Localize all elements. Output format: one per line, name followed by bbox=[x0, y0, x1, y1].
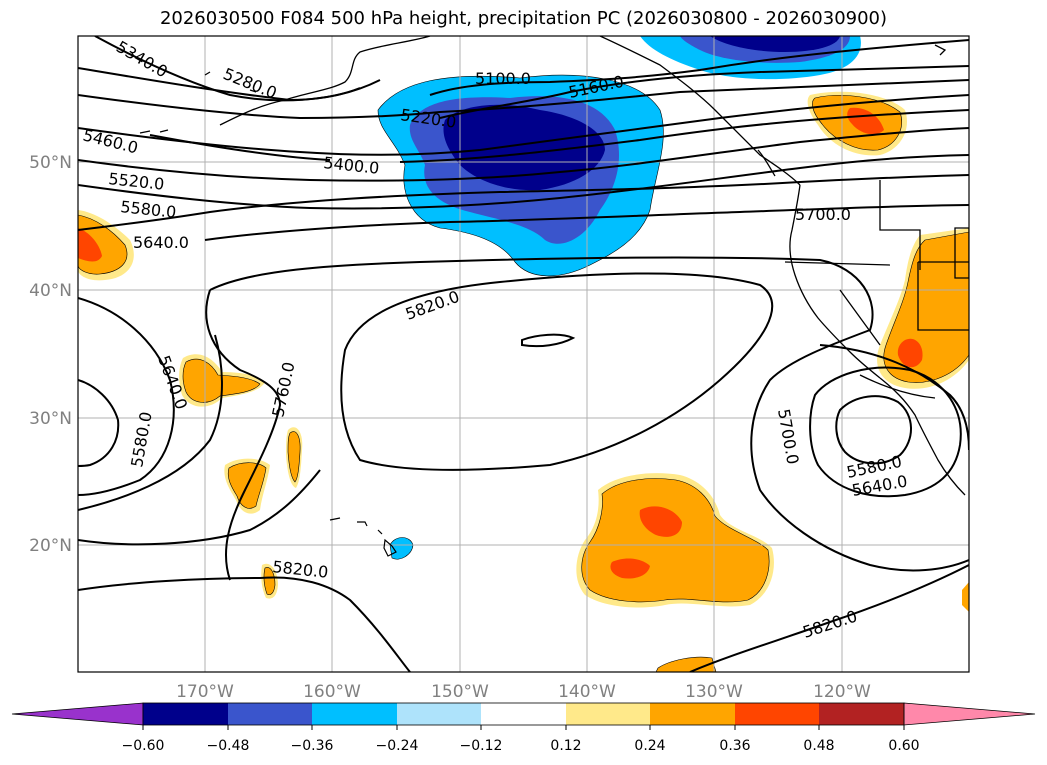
contour-5160 bbox=[439, 65, 969, 119]
contour-5520-west bbox=[78, 334, 223, 511]
colorbar-bin bbox=[143, 703, 228, 725]
contour-5820-center bbox=[340, 272, 774, 471]
lat-label-40n: 40°N bbox=[29, 281, 72, 301]
colorbar-bin bbox=[228, 703, 312, 725]
colorbar-extend-high bbox=[903, 702, 1036, 726]
contour-label: 5100.0 bbox=[475, 69, 531, 88]
map-title: 2026030500 F084 500 hPa height, precipit… bbox=[159, 8, 888, 29]
colorbar-bin bbox=[312, 703, 397, 725]
contour-5400 bbox=[149, 109, 969, 163]
colorbar-bin bbox=[735, 703, 819, 725]
contour-5220 bbox=[78, 79, 969, 120]
contour-5640-e bbox=[809, 366, 962, 498]
contour-5760-south bbox=[78, 469, 321, 546]
contour-5100 bbox=[429, 39, 969, 96]
lon-label-140w: 140°W bbox=[558, 682, 616, 702]
contour-5760-west bbox=[205, 289, 282, 581]
contour-5820-se bbox=[689, 564, 969, 672]
lat-label-30n: 30°N bbox=[29, 409, 72, 429]
contour-5580-west bbox=[78, 379, 120, 467]
lon-label-170w: 170°W bbox=[176, 682, 234, 702]
contour-5820-small bbox=[521, 333, 576, 348]
latitude-labels: 50°N 40°N 30°N 20°N bbox=[29, 153, 72, 556]
contour-5700-n bbox=[204, 204, 969, 241]
colorbar: −0.60 −0.48 −0.36 −0.24 −0.12 0.12 0.24 … bbox=[11, 702, 1036, 754]
map-plot-area: 5340.0 5280.0 5100.0 5160.0 5220.0 5460.… bbox=[78, 36, 969, 672]
contour-5460 bbox=[78, 94, 969, 156]
contour-5580 bbox=[78, 154, 969, 210]
longitude-labels: 170°W 160°W 150°W 140°W 130°W 120°W bbox=[176, 682, 871, 702]
colorbar-tick-label: 0.48 bbox=[803, 738, 834, 754]
contour-5760-outer bbox=[209, 256, 969, 572]
colorbar-extend-low bbox=[11, 702, 144, 726]
colorbar-tick-label: −0.48 bbox=[207, 738, 250, 754]
colorbar-bin bbox=[650, 703, 735, 725]
lon-label-150w: 150°W bbox=[431, 682, 489, 702]
coastlines bbox=[219, 36, 969, 496]
colorbar-bin bbox=[566, 703, 650, 725]
colorbar-bin bbox=[819, 703, 904, 725]
lon-label-130w: 130°W bbox=[685, 682, 743, 702]
lat-lon-grid bbox=[78, 36, 969, 672]
colorbar-tick-label: −0.12 bbox=[460, 738, 503, 754]
islands bbox=[139, 71, 397, 557]
contour-5640-n bbox=[78, 174, 969, 231]
lon-label-120w: 120°W bbox=[813, 682, 871, 702]
colorbar-tick-label: 0.12 bbox=[550, 738, 581, 754]
colorbar-tick-label: 0.36 bbox=[719, 738, 750, 754]
precip-negative-area bbox=[377, 36, 861, 560]
contour-label: 5700.0 bbox=[795, 205, 851, 224]
colorbar-bin bbox=[397, 703, 481, 725]
contour-5820-south bbox=[78, 576, 411, 672]
colorbar-tick-label: −0.36 bbox=[291, 738, 334, 754]
map-frame bbox=[77, 35, 970, 673]
contour-5520 bbox=[78, 127, 969, 182]
colorbar-frame bbox=[142, 702, 905, 726]
colorbar-tick-label: 0.24 bbox=[634, 738, 665, 754]
contour-label: 5640.0 bbox=[133, 233, 189, 252]
colorbar-tick-label: −0.60 bbox=[122, 738, 165, 754]
lat-label-50n: 50°N bbox=[29, 153, 72, 173]
colorbar-bin bbox=[481, 703, 566, 725]
colorbar-tick-label: −0.24 bbox=[376, 738, 419, 754]
height-contours bbox=[78, 36, 969, 672]
colorbar-tick-label: 0.60 bbox=[888, 738, 919, 754]
lon-label-160w: 160°W bbox=[303, 682, 361, 702]
lat-label-20n: 20°N bbox=[29, 536, 72, 556]
contour-5580-e bbox=[835, 395, 912, 465]
contour-5280 bbox=[78, 67, 381, 102]
contour-5640-west bbox=[78, 297, 175, 496]
